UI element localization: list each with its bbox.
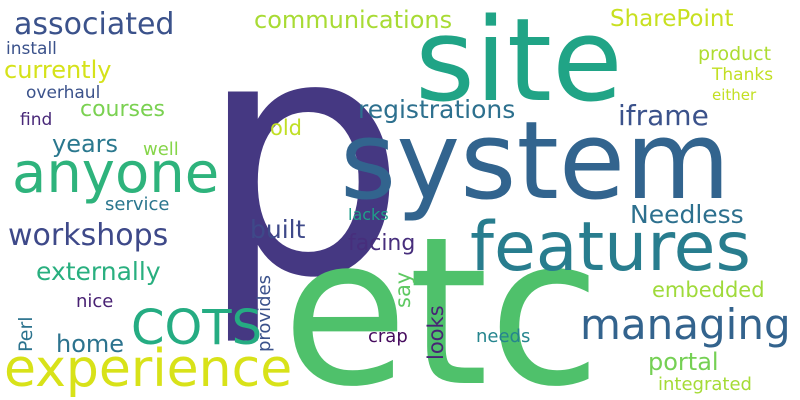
word-experience: experience — [4, 339, 292, 399]
word-perl: Perl — [15, 316, 37, 352]
word-thanks: Thanks — [711, 65, 773, 85]
word-p: p — [198, 0, 407, 350]
word-iframe: iframe — [618, 99, 709, 132]
word-old: old — [270, 116, 302, 140]
word-lacks: lacks — [348, 205, 389, 224]
word-crap: crap — [368, 326, 408, 347]
word-externally: externally — [36, 257, 161, 286]
word-system: system — [340, 99, 730, 224]
word-home: home — [56, 330, 124, 358]
word-facing: facing — [348, 231, 415, 256]
word-service: service — [105, 194, 169, 215]
word-well: well — [143, 139, 179, 160]
word-find: find — [20, 110, 52, 130]
word-overhaul: overhaul — [26, 83, 100, 103]
word-currently: currently — [4, 56, 111, 84]
word-say: say — [391, 272, 415, 308]
word-managing: managing — [580, 300, 791, 349]
word-provides: provides — [254, 275, 275, 352]
word-anyone: anyone — [12, 141, 219, 206]
word-associated: associated — [14, 7, 174, 42]
word-cots: COTS — [131, 300, 262, 356]
word-etc: etc — [282, 194, 601, 400]
word-workshops: workshops — [8, 218, 168, 253]
word-portal: portal — [648, 348, 719, 376]
word-embedded: embedded — [652, 278, 765, 302]
word-built: built — [250, 215, 306, 244]
word-integrated: integrated — [658, 374, 752, 395]
word-nice: nice — [76, 291, 113, 312]
word-needless: Needless — [630, 200, 744, 229]
word-looks: looks — [424, 305, 448, 360]
word-either: either — [712, 86, 757, 104]
word-product: product — [698, 43, 771, 65]
word-features: features — [470, 208, 751, 287]
word-site: site — [415, 0, 623, 128]
word-registrations: registrations — [358, 95, 515, 124]
word-years: years — [52, 130, 118, 158]
word-communications: communications — [254, 6, 452, 34]
word-needs: needs — [476, 326, 530, 347]
word-courses: courses — [80, 97, 165, 122]
word-install: install — [6, 39, 57, 59]
word-sharepoint: SharePoint — [610, 6, 733, 32]
